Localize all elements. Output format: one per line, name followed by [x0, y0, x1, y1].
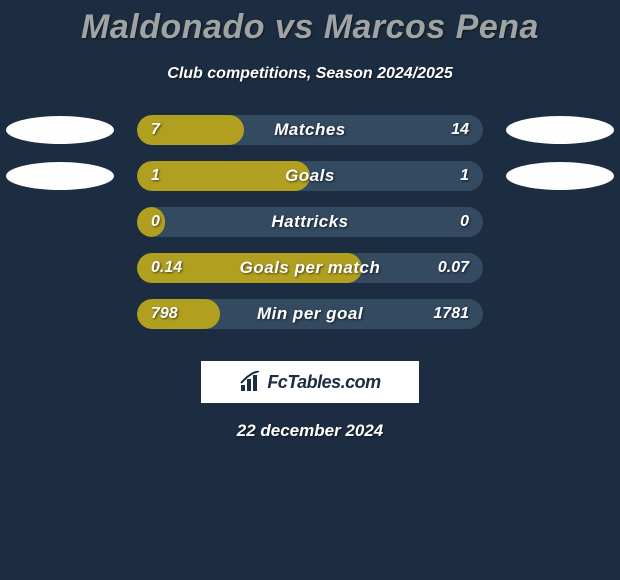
- chart-icon: [239, 371, 263, 393]
- player-ellipse-left: [6, 162, 114, 190]
- stat-label: Goals: [137, 161, 483, 191]
- stat-bar-track: 0.14Goals per match0.07: [137, 253, 483, 283]
- stat-value-right: 1781: [433, 299, 469, 329]
- stat-value-right: 14: [451, 115, 469, 145]
- stat-value-right: 0: [460, 207, 469, 237]
- brand-text: FcTables.com: [267, 372, 380, 393]
- stat-row: 0Hattricks0: [0, 207, 620, 237]
- subtitle: Club competitions, Season 2024/2025: [0, 65, 620, 83]
- stat-label: Goals per match: [137, 253, 483, 283]
- stat-row: 1Goals1: [0, 161, 620, 191]
- stats-area: 7Matches14 1Goals1 0Hattricks0 0.14Goals pe…: [0, 115, 620, 345]
- player-ellipse-right: [506, 162, 614, 190]
- stat-label: Matches: [137, 115, 483, 145]
- stat-bar-track: 7Matches14: [137, 115, 483, 145]
- stat-value-right: 1: [460, 161, 469, 191]
- player-ellipse-right: [506, 116, 614, 144]
- stat-value-right: 0.07: [438, 253, 469, 283]
- stat-row: 0.14Goals per match0.07: [0, 253, 620, 283]
- stat-row: 798Min per goal1781: [0, 299, 620, 329]
- stat-label: Min per goal: [137, 299, 483, 329]
- footer-date: 22 december 2024: [0, 421, 620, 441]
- page-title: Maldonado vs Marcos Pena: [0, 0, 620, 47]
- brand-logo: FcTables.com: [201, 361, 419, 403]
- stat-label: Hattricks: [137, 207, 483, 237]
- stat-bar-track: 1Goals1: [137, 161, 483, 191]
- stat-bar-track: 0Hattricks0: [137, 207, 483, 237]
- player-ellipse-left: [6, 116, 114, 144]
- stat-bar-track: 798Min per goal1781: [137, 299, 483, 329]
- stat-row: 7Matches14: [0, 115, 620, 145]
